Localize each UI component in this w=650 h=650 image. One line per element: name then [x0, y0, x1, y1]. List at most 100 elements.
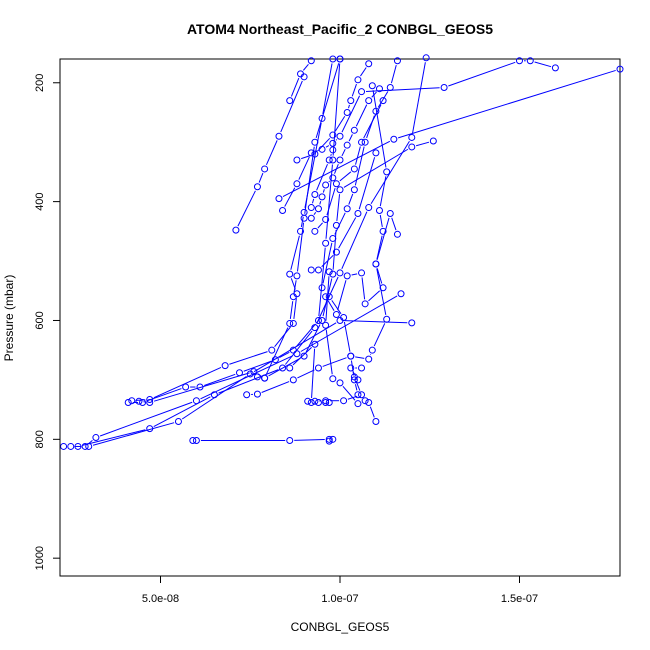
series-segment: [284, 187, 296, 207]
series-17: [307, 146, 337, 212]
y-axis: 200 400 600 800 1000: [34, 74, 61, 570]
data-point: [386, 210, 394, 218]
data-point: [408, 143, 416, 151]
series-segment: [322, 357, 347, 367]
series-segment: [343, 321, 351, 352]
series-segment: [274, 326, 291, 347]
x-axis-label: CONBGL_GEOS5: [291, 620, 390, 634]
data-point: [146, 398, 154, 406]
series-segment: [317, 137, 331, 152]
data-point: [358, 391, 366, 399]
data-point: [318, 284, 326, 292]
series-segment: [290, 235, 300, 270]
data-point: [354, 400, 362, 408]
data-point: [92, 434, 100, 442]
data-point: [253, 183, 261, 191]
data-point: [286, 364, 294, 372]
y-tick-label: 1000: [34, 546, 46, 570]
chart-title: ATOM4 Northeast_Pacific_2 CONBGL_GEOS5: [187, 21, 493, 37]
series-segment: [334, 212, 346, 235]
data-point: [289, 319, 297, 327]
series-segment: [153, 372, 250, 402]
data-point: [329, 435, 337, 443]
data-point: [329, 131, 337, 139]
series-segment: [305, 324, 321, 353]
series-segment: [338, 217, 357, 249]
data-point: [307, 149, 315, 157]
data-point: [314, 398, 322, 406]
data-point: [343, 108, 351, 116]
series-segment: [328, 180, 330, 183]
data-point: [358, 364, 366, 372]
series-segment: [311, 348, 316, 399]
series-segment: [322, 242, 333, 284]
data-point: [358, 269, 366, 277]
data-point: [275, 195, 283, 203]
data-point: [408, 319, 416, 327]
data-point: [358, 138, 366, 146]
data-point: [286, 270, 294, 278]
data-point: [343, 141, 351, 149]
series-segment: [92, 422, 175, 446]
data-point: [361, 300, 369, 308]
series-segment: [336, 194, 341, 221]
data-point: [325, 437, 333, 445]
data-point: [307, 204, 315, 212]
series-segment: [293, 280, 297, 293]
data-point: [81, 442, 89, 450]
data-point: [336, 379, 344, 387]
series-segment: [334, 164, 339, 174]
data-point: [343, 272, 351, 280]
series-15: [286, 340, 333, 406]
data-point: [332, 311, 340, 319]
series-segment: [315, 63, 340, 139]
y-tick-label: 400: [34, 192, 46, 210]
data-point: [314, 316, 322, 324]
data-point: [336, 156, 344, 164]
series-segment: [301, 155, 311, 160]
series-segment: [297, 369, 315, 379]
series-segment: [302, 63, 309, 71]
series-segment: [379, 176, 387, 207]
data-point: [128, 397, 136, 405]
data-point: [329, 146, 337, 154]
series-segment: [295, 323, 316, 348]
series-segment: [368, 290, 381, 302]
series-segment: [355, 146, 361, 165]
data-point: [361, 397, 369, 405]
series-segment: [322, 189, 325, 193]
series-segment: [136, 399, 146, 401]
series-segment: [322, 63, 333, 115]
y-axis-label: Pressure (mbar): [2, 275, 16, 362]
series-segment: [289, 301, 294, 320]
series-segment: [390, 65, 397, 84]
data-point: [336, 186, 344, 194]
data-point: [515, 57, 523, 65]
data-point: [297, 227, 305, 235]
series-segment: [354, 384, 358, 391]
data-point: [174, 417, 182, 425]
data-point: [275, 132, 283, 140]
series-segment: [448, 61, 516, 87]
series-segment: [370, 141, 410, 204]
series-segment: [296, 222, 305, 272]
series-segment: [342, 385, 356, 401]
data-point: [192, 437, 200, 445]
data-point: [311, 340, 319, 348]
series-segment: [373, 323, 386, 347]
data-point: [325, 398, 333, 406]
series-segment: [337, 280, 347, 311]
series-segment: [335, 139, 338, 141]
data-point: [293, 180, 301, 188]
series-segment: [313, 212, 317, 215]
data-point: [314, 364, 322, 372]
data-point: [397, 290, 405, 298]
series-segment: [325, 276, 330, 321]
series-segment: [258, 172, 264, 183]
data-point: [325, 156, 333, 164]
data-point: [279, 207, 287, 215]
series-segment: [355, 104, 368, 127]
series-segment: [341, 211, 368, 270]
series-13: [293, 60, 373, 164]
series-7: [189, 435, 337, 445]
